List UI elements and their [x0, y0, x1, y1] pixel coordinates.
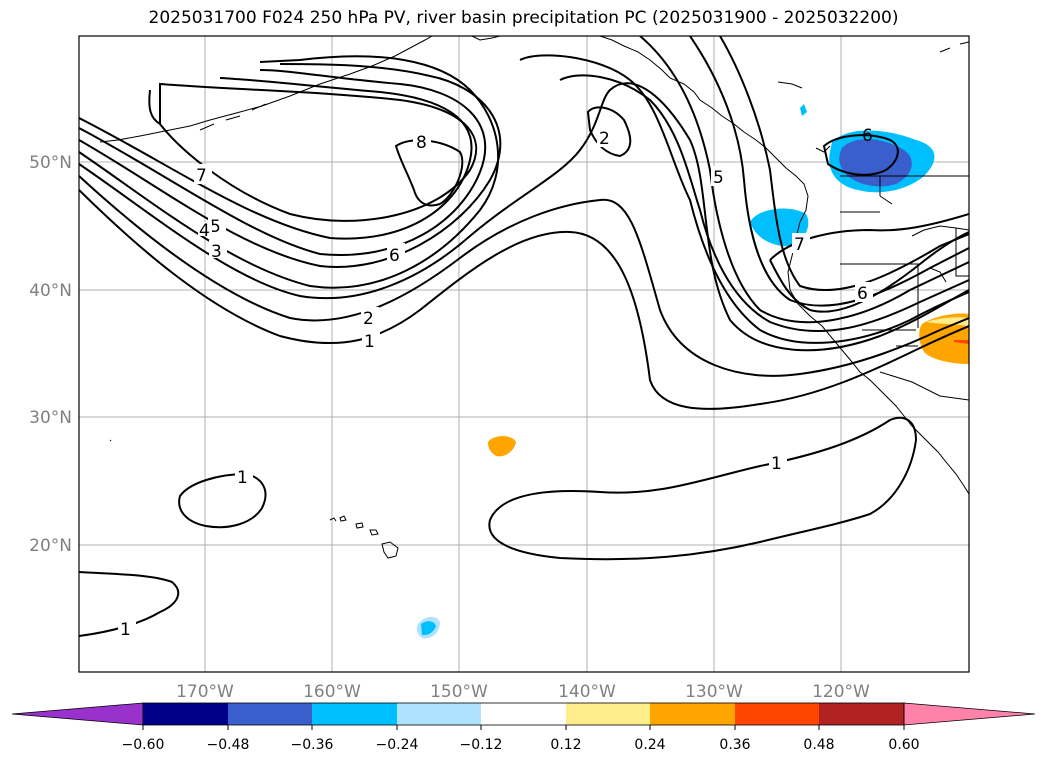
contour-label: 2 — [599, 129, 610, 149]
contour-1-south — [488, 416, 918, 561]
contour-label: 8 — [416, 133, 427, 153]
colorbar-tick-label: 0.24 — [634, 737, 665, 753]
contour-6-ne — [822, 134, 899, 176]
contour-2 — [79, 175, 969, 377]
colorbar-over-triangle — [903, 702, 1036, 726]
contour-label: 4 — [199, 221, 210, 241]
colorbar-tick-label: −0.48 — [207, 737, 250, 753]
colorbar-under-triangle — [11, 702, 144, 726]
pv-contours — [79, 36, 969, 637]
contour-label: 7 — [196, 166, 207, 186]
graticule — [79, 36, 969, 672]
contour-7 — [79, 77, 473, 240]
contour-label: 6 — [862, 126, 873, 146]
colorbar-tick-label: 0.36 — [719, 737, 750, 753]
contour-label: 5 — [210, 217, 221, 237]
contour-1-main — [79, 189, 969, 410]
precip-positive-sw — [919, 313, 969, 364]
contour-label: 6 — [857, 284, 868, 304]
colorbar-segment — [650, 703, 735, 725]
contour-labels: 8 7 6 5 4 3 2 1 2 6 5 7 6 1 1 1 — [118, 126, 873, 640]
colorbar-segment — [397, 703, 481, 725]
hawaii-islands — [109, 439, 399, 559]
lon-label: 130°W — [685, 682, 743, 702]
map-background — [79, 36, 969, 672]
lon-label: 160°W — [303, 682, 361, 702]
contour-label: 2 — [363, 309, 374, 329]
colorbar-segment — [735, 703, 819, 725]
lat-label: 30°N — [29, 408, 72, 428]
contour-label: 1 — [364, 332, 375, 352]
contour-label: 5 — [713, 168, 724, 188]
lat-label: 20°N — [29, 536, 72, 556]
colorbar-segment — [312, 703, 397, 725]
colorbar-segment — [819, 703, 904, 725]
lon-label: 150°W — [430, 682, 488, 702]
lat-label: 40°N — [29, 281, 72, 301]
contour-1-west — [178, 472, 267, 529]
contour-east-3 — [639, 36, 969, 324]
colorbar-tick-label: −0.24 — [376, 737, 419, 753]
precip-positive-central — [488, 436, 516, 457]
lon-label: 120°W — [812, 682, 870, 702]
contour-east-2 — [559, 74, 969, 333]
contour-label: 1 — [771, 454, 782, 474]
contour-label: 1 — [120, 620, 131, 640]
colorbar-segment — [566, 703, 650, 725]
longitude-labels: 170°W 160°W 150°W 140°W 130°W 120°W — [176, 682, 870, 702]
contour-8-top — [148, 82, 477, 222]
colorbar-tick-label: 0.12 — [550, 737, 581, 753]
colorbar-tick-label: −0.60 — [122, 737, 165, 753]
contour-east-1 — [519, 54, 969, 344]
contour-6 — [79, 69, 487, 256]
latitude-labels: 50°N 40°N 30°N 20°N — [29, 153, 72, 556]
colorbar-tick-label: −0.36 — [291, 737, 334, 753]
contour-label: 6 — [389, 246, 400, 266]
precip-negative-bc-dot — [800, 104, 807, 116]
contour-8-island — [394, 139, 464, 207]
map-title: 2025031700 F024 250 hPa PV, river basin … — [148, 8, 899, 28]
contour-3 — [79, 82, 969, 352]
contour-label: 1 — [237, 468, 248, 488]
colorbar-segment — [228, 703, 312, 725]
precip-negative-south — [416, 616, 440, 639]
colorbar-tick-label: 0.48 — [803, 737, 834, 753]
map-frame — [78, 35, 970, 673]
contour-label: 3 — [211, 242, 222, 262]
contour-label: 7 — [794, 235, 805, 255]
lat-label: 50°N — [29, 153, 72, 173]
colorbar-tick-label: −0.12 — [460, 737, 503, 753]
lon-label: 170°W — [176, 682, 234, 702]
contour-east-5 — [719, 36, 969, 292]
lon-label: 140°W — [558, 682, 616, 702]
colorbar-segment — [143, 703, 228, 725]
colorbar-tick-label: 0.60 — [888, 737, 919, 753]
colorbar: −0.60 −0.48 −0.36 −0.24 −0.12 0.12 0.24 … — [11, 702, 1036, 753]
colorbar-segment — [481, 703, 566, 725]
